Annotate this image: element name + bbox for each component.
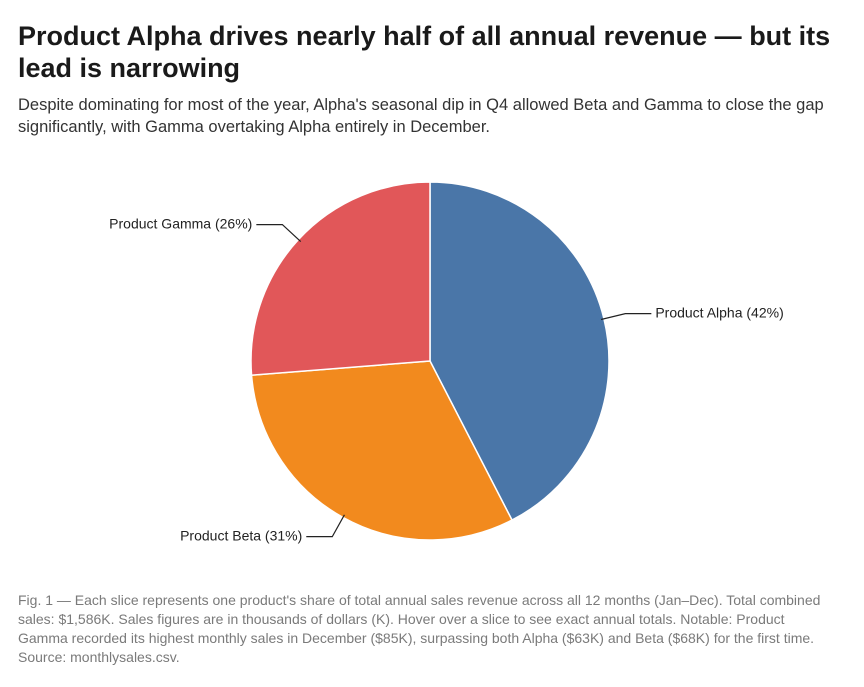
slice-label-product-beta: Product Beta (31%) <box>180 527 302 543</box>
slice-label-product-gamma: Product Gamma (26%) <box>109 215 252 231</box>
pie-leader-lines <box>256 224 652 538</box>
pie-slices <box>250 181 610 541</box>
leader-line-product-alpha <box>600 313 652 321</box>
pie-slice-product-gamma[interactable] <box>250 181 431 376</box>
slice-label-product-alpha: Product Alpha (42%) <box>655 304 783 320</box>
figure-caption: Fig. 1 — Each slice represents one produ… <box>18 592 821 665</box>
chart-title: Product Alpha drives nearly half of all … <box>18 21 831 83</box>
pie-labels: Product Alpha (42%) Product Beta (31%) Pro… <box>109 215 784 543</box>
leader-line-product-beta <box>306 514 345 538</box>
leader-line-product-gamma <box>256 224 302 243</box>
chart-subtitle: Despite dominating for most of the year,… <box>18 96 824 136</box>
